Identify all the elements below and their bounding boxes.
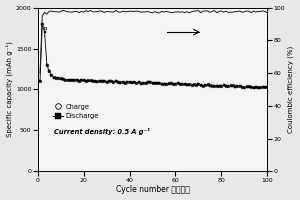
Text: Current density: 0.5 A g⁻¹: Current density: 0.5 A g⁻¹ — [54, 128, 150, 135]
Legend: Charge, Discharge: Charge, Discharge — [52, 104, 99, 119]
X-axis label: Cycle number 循环次数: Cycle number 循环次数 — [116, 185, 189, 194]
Y-axis label: Coulombic efficiency (%): Coulombic efficiency (%) — [288, 46, 294, 133]
Y-axis label: Specific capacity (mAh g⁻¹): Specific capacity (mAh g⁻¹) — [6, 42, 13, 137]
